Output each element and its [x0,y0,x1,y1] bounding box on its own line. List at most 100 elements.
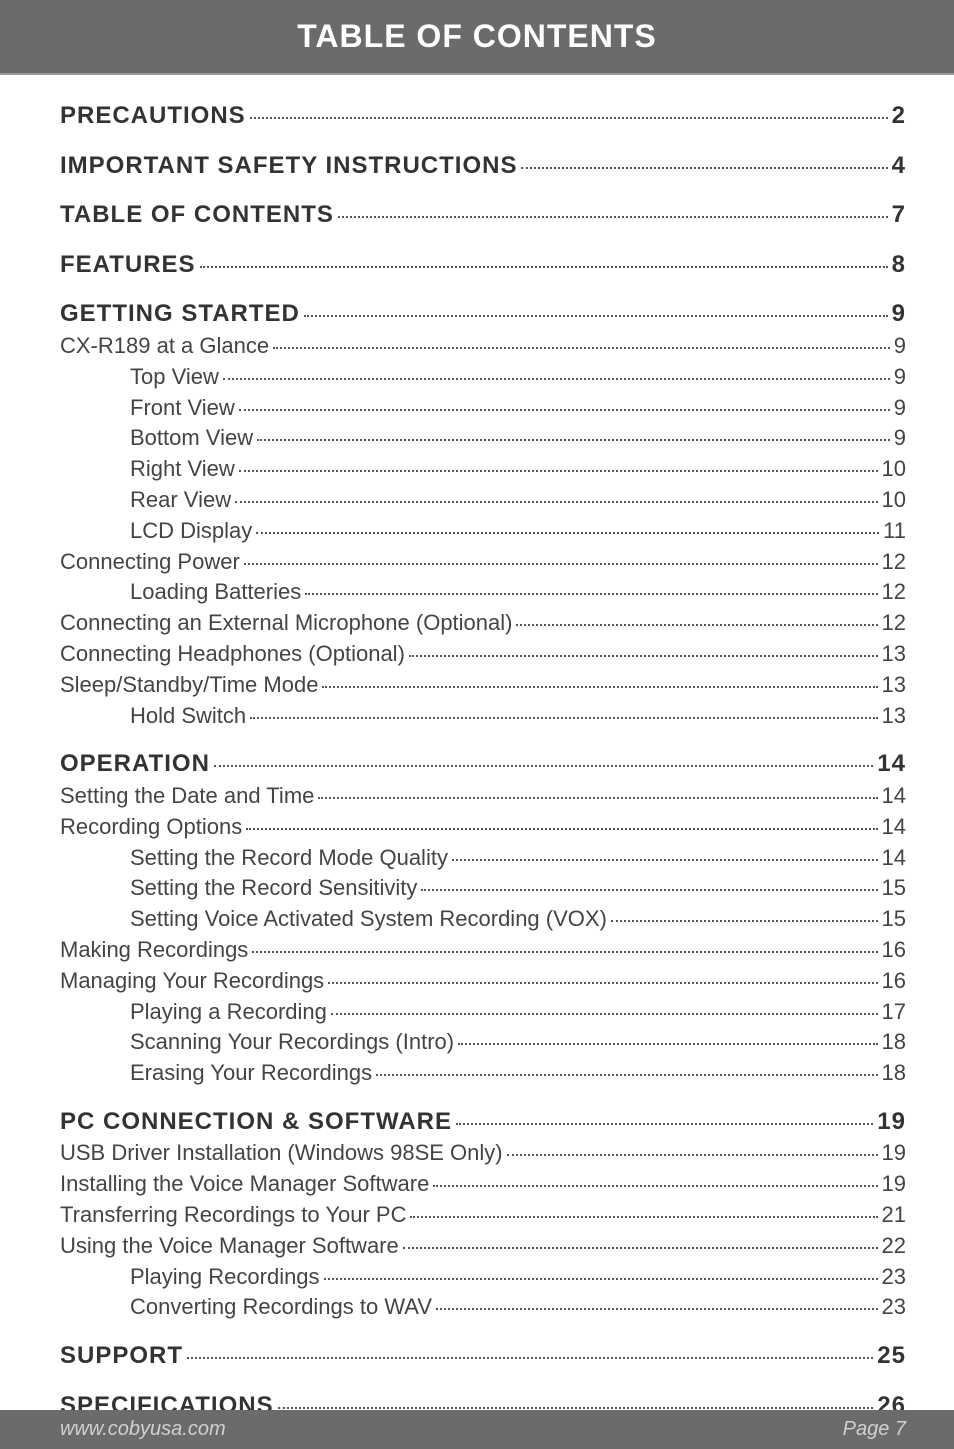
toc-page-number: 13 [882,670,906,701]
toc-label: Setting Voice Activated System Recording… [130,904,607,935]
toc-entry: USB Driver Installation (Windows 98SE On… [60,1138,906,1169]
toc-leader-dots [252,951,877,953]
footer-bar: www.cobyusa.com Page 7 [0,1410,954,1449]
toc-label: Playing Recordings [130,1262,320,1293]
toc-heading: SPECIFICATIONS 26 [60,1389,906,1410]
toc-heading: IMPORTANT SAFETY INSTRUCTIONS 4 [60,149,906,183]
toc-leader-dots [456,1123,873,1125]
toc-entry: CX-R189 at a Glance 9 [60,331,906,362]
toc-entry: Erasing Your Recordings 18 [130,1058,906,1089]
toc-page-number: 14 [882,843,906,874]
toc-leader-dots [256,532,879,534]
toc-leader-dots [257,439,890,441]
toc-label: Converting Recordings to WAV [130,1292,432,1323]
toc-leader-dots [421,889,877,891]
toc-page-number: 14 [877,747,906,781]
toc-heading: FEATURES 8 [60,248,906,282]
toc-page-number: 10 [882,454,906,485]
toc-page-number: 18 [882,1058,906,1089]
toc-leader-dots [187,1357,873,1359]
toc-leader-dots [235,501,877,503]
toc-page-number: 9 [894,393,906,424]
toc-heading: GETTING STARTED 9 [60,297,906,331]
toc-leader-dots [200,266,888,268]
toc-label: Setting the Date and Time [60,781,314,812]
toc-label: Rear View [130,485,231,516]
toc-page-number: 26 [877,1389,906,1410]
toc-leader-dots [521,167,887,169]
toc-label: Recording Options [60,812,242,843]
toc-leader-dots [273,347,890,349]
toc-entry: Connecting Power 12 [60,547,906,578]
toc-leader-dots [278,1407,874,1409]
toc-entry: Setting Voice Activated System Recording… [130,904,906,935]
toc-label: Bottom View [130,423,253,454]
toc-entry: Setting the Record Sensitivity 15 [130,873,906,904]
toc-label: FEATURES [60,248,196,282]
toc-page-number: 14 [882,781,906,812]
toc-entry: Installing the Voice Manager Software 19 [60,1169,906,1200]
toc-label: Managing Your Recordings [60,966,324,997]
toc-page-number: 15 [882,904,906,935]
toc-entry: Setting the Date and Time 14 [60,781,906,812]
page-title: TABLE OF CONTENTS [297,18,657,54]
toc-entry: Top View 9 [130,362,906,393]
toc-leader-dots [458,1043,877,1045]
toc-page-number: 9 [892,297,906,331]
toc-label: Hold Switch [130,701,246,732]
toc-label: Scanning Your Recordings (Intro) [130,1027,454,1058]
toc-page-number: 13 [882,701,906,732]
toc-leader-dots [410,1216,877,1218]
toc-page-number: 14 [882,812,906,843]
toc-label: Front View [130,393,235,424]
toc-leader-dots [409,655,878,657]
toc-entry: Playing a Recording 17 [130,997,906,1028]
footer-page-number: Page 7 [843,1418,906,1441]
toc-page-number: 4 [892,149,906,183]
toc-content: PRECAUTIONS 2 IMPORTANT SAFETY INSTRUCTIO… [0,75,954,1410]
toc-leader-dots [376,1074,877,1076]
toc-leader-dots [250,717,877,719]
toc-entry: Right View 10 [130,454,906,485]
toc-label: Setting the Record Sensitivity [130,873,417,904]
toc-page-number: 9 [894,423,906,454]
toc-entry: Using the Voice Manager Software 22 [60,1231,906,1262]
toc-entry: Loading Batteries 12 [130,577,906,608]
toc-page-number: 2 [892,99,906,133]
toc-leader-dots [338,216,888,218]
toc-label: Connecting Power [60,547,240,578]
toc-page-number: 19 [882,1169,906,1200]
toc-leader-dots [250,117,888,119]
toc-leader-dots [331,1013,878,1015]
toc-heading: OPERATION 14 [60,747,906,781]
toc-leader-dots [403,1247,878,1249]
toc-heading: SUPPORT 25 [60,1339,906,1373]
toc-label: Connecting Headphones (Optional) [60,639,405,670]
toc-page-number: 23 [882,1292,906,1323]
toc-leader-dots [214,765,873,767]
toc-leader-dots [304,315,888,317]
toc-heading: PRECAUTIONS 2 [60,99,906,133]
toc-label: Transferring Recordings to Your PC [60,1200,406,1231]
toc-label: Erasing Your Recordings [130,1058,372,1089]
toc-leader-dots [305,593,877,595]
toc-entry: Playing Recordings 23 [130,1262,906,1293]
toc-label: LCD Display [130,516,252,547]
toc-heading: TABLE OF CONTENTS 7 [60,198,906,232]
toc-label: Using the Voice Manager Software [60,1231,399,1262]
toc-leader-dots [611,920,878,922]
toc-leader-dots [433,1185,877,1187]
toc-page-number: 25 [877,1339,906,1373]
toc-page-number: 11 [883,516,906,547]
toc-entry: Converting Recordings to WAV 23 [130,1292,906,1323]
toc-entry: Making Recordings 16 [60,935,906,966]
toc-label: PRECAUTIONS [60,99,246,133]
toc-entry: Setting the Record Mode Quality 14 [130,843,906,874]
toc-leader-dots [507,1154,878,1156]
toc-page-number: 18 [882,1027,906,1058]
toc-label: Making Recordings [60,935,248,966]
toc-page-number: 12 [882,577,906,608]
toc-label: Installing the Voice Manager Software [60,1169,429,1200]
toc-page-number: 8 [892,248,906,282]
toc-label: Right View [130,454,235,485]
